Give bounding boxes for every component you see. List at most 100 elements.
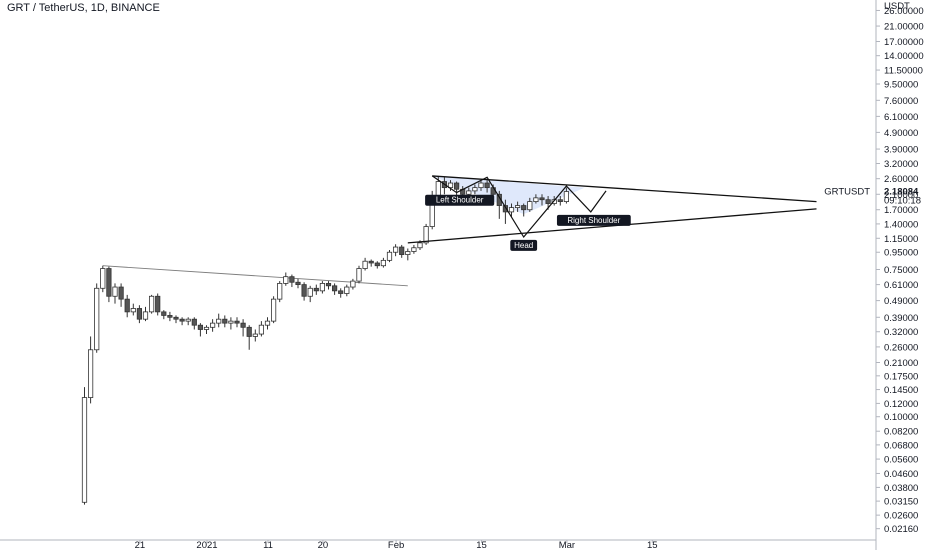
candle[interactable] [106, 266, 112, 303]
price-tick-label: 4.90000 [884, 128, 918, 139]
candle[interactable] [484, 180, 490, 193]
candle[interactable] [161, 310, 167, 320]
candle[interactable] [228, 317, 234, 330]
candle[interactable] [356, 265, 362, 284]
candle[interactable] [124, 294, 130, 318]
candle[interactable] [185, 317, 191, 326]
candle[interactable] [155, 293, 161, 316]
candle[interactable] [453, 181, 460, 197]
price-tick-label: 0.17500 [884, 371, 918, 382]
candle[interactable] [118, 283, 124, 307]
candle[interactable] [252, 329, 258, 342]
candle[interactable] [508, 203, 515, 217]
candle[interactable] [191, 317, 197, 330]
candle[interactable] [399, 244, 405, 258]
pattern-overlay-front: Left Shoulder Head Right Shoulder [407, 175, 817, 251]
candle[interactable] [277, 281, 283, 303]
candle[interactable] [112, 283, 118, 304]
candle[interactable] [301, 282, 307, 301]
svg-text:Head: Head [514, 241, 533, 250]
candle[interactable] [148, 294, 155, 314]
candle[interactable] [515, 201, 521, 212]
candle[interactable] [307, 285, 313, 303]
candle-body [521, 205, 527, 211]
candle[interactable] [246, 325, 252, 350]
candle[interactable] [167, 311, 173, 322]
candle-body [179, 318, 185, 322]
candle[interactable] [533, 194, 539, 204]
candle[interactable] [411, 244, 417, 254]
candle-body [264, 320, 271, 326]
candle-body [435, 181, 441, 197]
candle-body [313, 287, 319, 292]
candle[interactable] [472, 184, 478, 195]
candle-body [417, 242, 423, 249]
candle[interactable] [386, 249, 393, 263]
price-tick-label: 11.50000 [884, 66, 923, 77]
candle-body [252, 333, 258, 337]
candle[interactable] [203, 325, 210, 335]
candle[interactable] [338, 288, 344, 298]
candle[interactable] [368, 259, 374, 267]
price-tick-label: 0.21000 [884, 358, 918, 369]
candle[interactable] [173, 315, 179, 324]
candle-body [411, 247, 417, 252]
price-tick-label: 0.12000 [884, 399, 918, 410]
price-tick-label: 3.20000 [884, 159, 918, 170]
candle[interactable] [94, 283, 100, 353]
candle[interactable] [521, 203, 527, 217]
candle-body [277, 283, 283, 300]
candle-body [533, 197, 539, 202]
candle[interactable] [362, 257, 368, 271]
candle[interactable] [478, 180, 484, 191]
candle-body [447, 182, 454, 189]
candle-body [557, 199, 563, 202]
candle-body [539, 197, 545, 201]
candle-body [356, 268, 362, 282]
candle[interactable] [331, 283, 338, 295]
candle[interactable] [240, 319, 246, 337]
candle-body [167, 315, 173, 318]
candle[interactable] [216, 313, 222, 328]
candle[interactable] [289, 274, 295, 288]
candle[interactable] [136, 305, 142, 324]
candle[interactable] [380, 257, 387, 268]
candle[interactable] [179, 317, 185, 326]
candles-layer [81, 175, 570, 505]
candle[interactable] [557, 196, 563, 206]
candle-body [222, 318, 228, 324]
candle-body [344, 286, 350, 294]
candle[interactable] [325, 281, 332, 290]
candle[interactable] [197, 323, 203, 337]
candle[interactable] [392, 244, 399, 257]
candle-body [246, 326, 252, 337]
candle[interactable] [270, 296, 277, 324]
candle[interactable] [502, 199, 509, 224]
candle[interactable] [539, 194, 545, 206]
candle[interactable] [527, 197, 533, 212]
candle[interactable] [258, 321, 265, 337]
candle[interactable] [88, 336, 94, 404]
candle[interactable] [222, 315, 228, 328]
candle[interactable] [350, 278, 356, 290]
candle-body [124, 298, 130, 313]
candle-body [173, 316, 179, 320]
candle[interactable] [283, 272, 289, 286]
candle[interactable] [209, 319, 216, 332]
candle[interactable] [234, 317, 240, 328]
candle[interactable] [100, 265, 106, 293]
candle[interactable] [344, 284, 350, 297]
candle[interactable] [264, 317, 271, 330]
candle-body [350, 280, 356, 288]
candle[interactable] [130, 303, 136, 316]
candle[interactable] [319, 281, 326, 294]
candle[interactable] [374, 261, 380, 269]
candle[interactable] [295, 278, 301, 289]
candle[interactable] [563, 187, 570, 204]
price-tick-label: 0.05600 [884, 455, 918, 466]
candle[interactable] [142, 306, 149, 322]
candle[interactable] [81, 387, 88, 505]
candle[interactable] [313, 284, 319, 295]
candle[interactable] [405, 248, 411, 261]
